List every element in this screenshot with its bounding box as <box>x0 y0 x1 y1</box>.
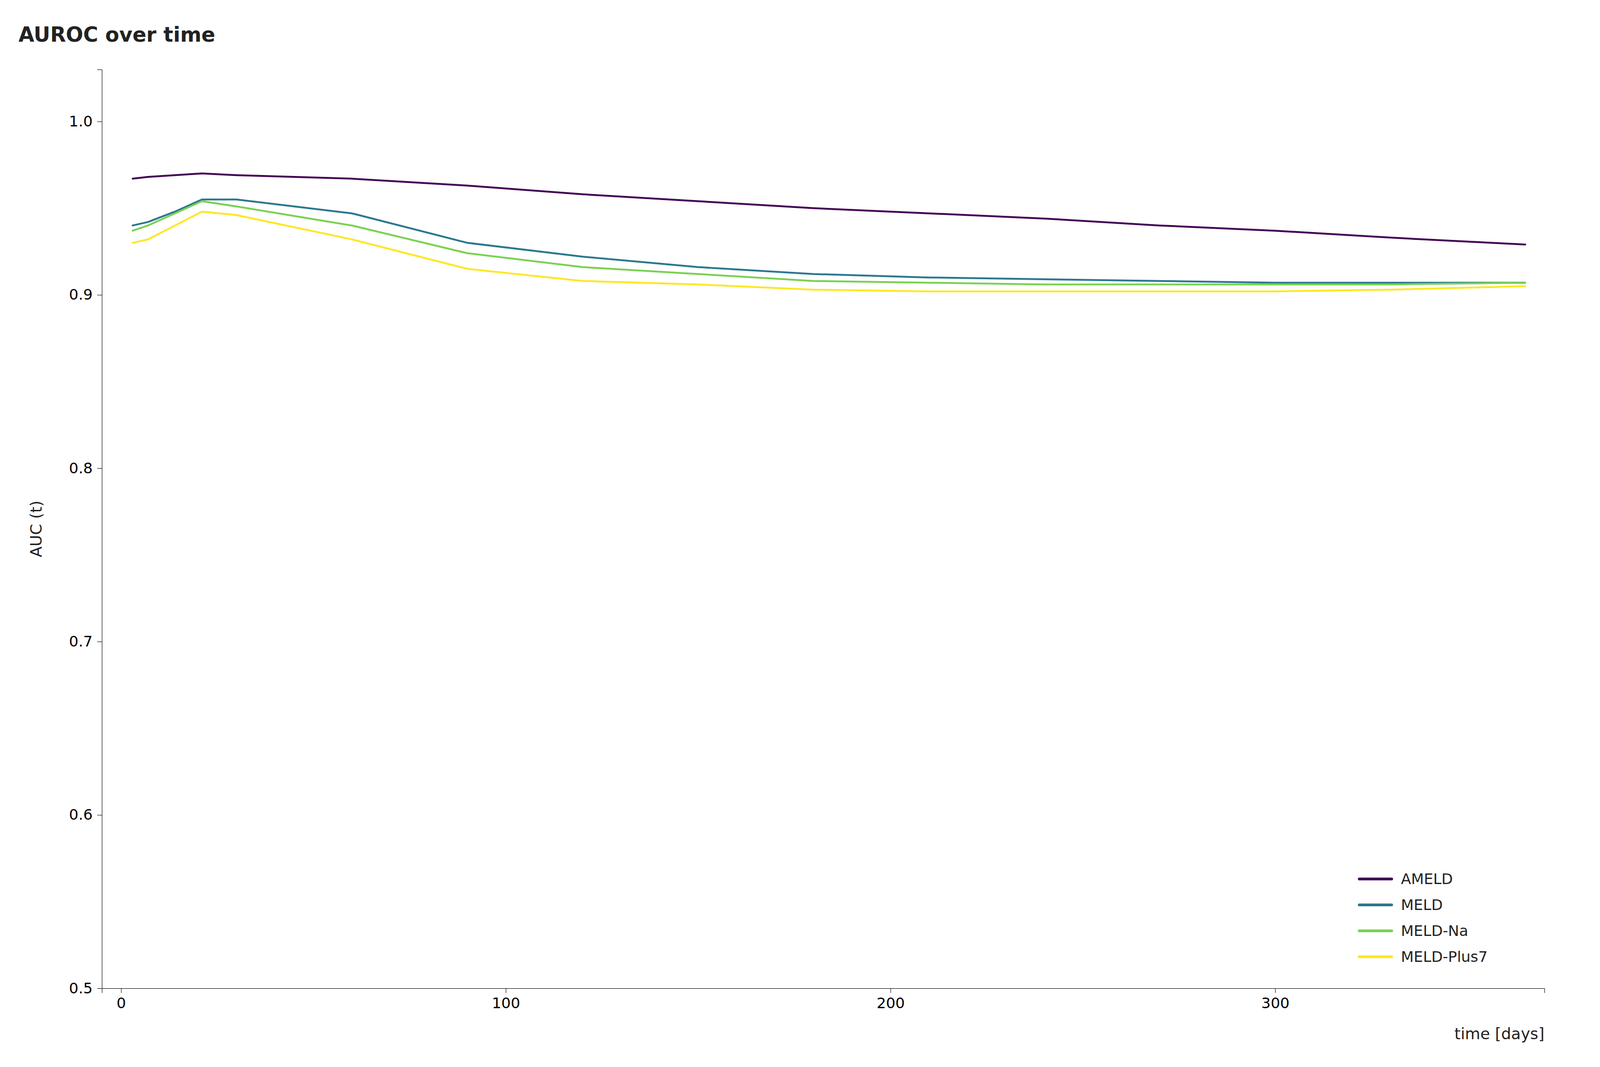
legend-label: AMELD <box>1400 869 1453 888</box>
series-group <box>132 173 1525 292</box>
legend-swatch <box>1359 955 1392 958</box>
tick: 200 <box>876 987 905 1012</box>
legend-label: MELD-Na <box>1400 921 1469 940</box>
tick-mark <box>1275 987 1276 993</box>
tick-label: 300 <box>1261 993 1290 1012</box>
tick-label: 200 <box>876 993 905 1012</box>
legend: AMELD MELD MELD-Na MELD-Plus7 <box>1359 869 1488 966</box>
tick-mark <box>890 987 891 993</box>
tick-mark <box>121 987 122 993</box>
tick-label: 0.6 <box>68 805 93 824</box>
tick: 0.7 <box>68 632 102 650</box>
tick-mark <box>97 121 102 122</box>
tick-mark <box>505 987 507 993</box>
tick-label: 0 <box>116 993 126 1012</box>
tick: 0.5 <box>68 979 102 997</box>
tick: 0 <box>116 987 126 1012</box>
y-axis: 0.5 0.6 0.7 0.8 0.9 1.0 <box>68 69 102 997</box>
legend-swatch <box>1359 903 1392 907</box>
x-axis-label: time [days] <box>1454 1024 1545 1043</box>
tick-mark <box>97 294 102 296</box>
tick-label: 0.9 <box>68 285 93 304</box>
tick-label: 0.8 <box>68 459 93 477</box>
legend-item: AMELD <box>1359 869 1453 888</box>
tick-mark <box>97 814 102 816</box>
tick-label: 100 <box>491 993 520 1012</box>
tick: 300 <box>1261 987 1290 1012</box>
tick-label: 0.5 <box>68 979 93 997</box>
legend-label: MELD <box>1400 895 1443 914</box>
tick: 0.9 <box>68 285 102 304</box>
legend-item: MELD-Plus7 <box>1359 947 1488 966</box>
legend-label: MELD-Plus7 <box>1400 947 1488 966</box>
tick-mark <box>97 468 102 469</box>
x-axis: 0 100 200 300 <box>102 987 1545 1012</box>
axis-domain <box>102 988 1545 994</box>
tick-label: 1.0 <box>68 112 93 131</box>
legend-item: MELD-Na <box>1359 921 1469 940</box>
tick: 100 <box>491 987 520 1012</box>
y-axis-label: AUC (t) <box>26 500 46 558</box>
tick: 1.0 <box>68 112 102 131</box>
tick: 0.6 <box>68 805 102 824</box>
plot: 0 100 200 300 0.5 0.6 0.7 0.8 0.9 1.0 AMELD MELD MEL… <box>68 69 1545 1012</box>
series-line <box>132 211 1525 292</box>
title: AUROC over time <box>18 22 216 47</box>
legend-swatch <box>1359 877 1392 881</box>
series-line <box>132 200 1525 285</box>
chart: 0 100 200 300 0.5 0.6 0.7 0.8 0.9 1.0 AMELD MELD MEL… <box>0 0 1600 1067</box>
tick: 0.8 <box>68 459 102 477</box>
legend-item: MELD <box>1359 895 1443 914</box>
tick-mark <box>97 641 102 642</box>
tick-mark <box>97 987 102 989</box>
series-line <box>132 173 1525 245</box>
axis-domain <box>97 69 103 989</box>
series-line <box>132 199 1525 283</box>
tick-label: 0.7 <box>68 632 93 650</box>
legend-swatch <box>1359 929 1392 932</box>
